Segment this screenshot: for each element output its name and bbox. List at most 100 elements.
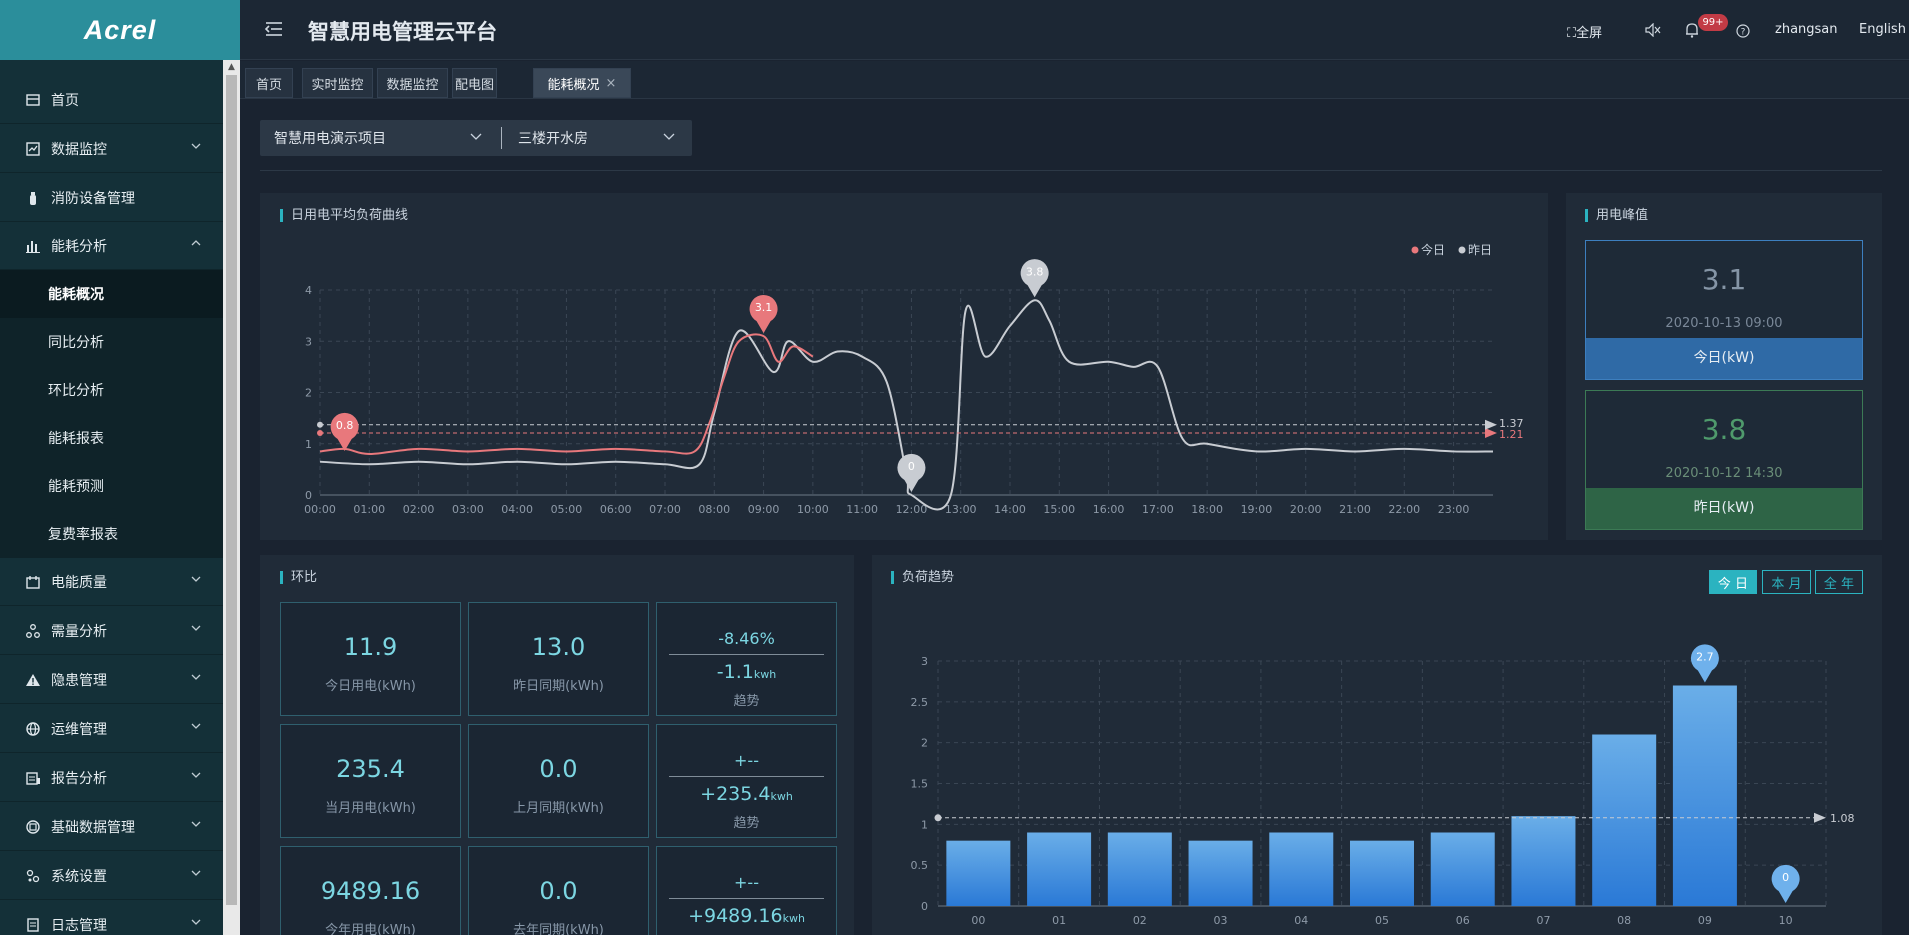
divider: [260, 170, 1882, 171]
x-tick-label: 08: [1617, 914, 1631, 927]
close-icon[interactable]: ×: [605, 75, 617, 91]
fire-extinguisher-icon: [30, 191, 36, 205]
tab-label: 数据监控: [386, 77, 439, 93]
sidebar-item-12[interactable]: 隐患管理: [0, 656, 223, 704]
x-tick-label: 03:00: [452, 503, 484, 516]
x-tick-label: 10:00: [797, 503, 829, 516]
ratio-delta-unit: kwh: [782, 912, 805, 925]
sidebar-item-4[interactable]: 能耗概况: [0, 270, 223, 318]
x-tick-label: 13:00: [945, 503, 977, 516]
sidebar-item-label: 系统设置: [51, 868, 107, 885]
ratio-current-label: 当月用电(kWh): [325, 801, 416, 816]
bell-icon[interactable]: [1685, 22, 1699, 38]
tab-0[interactable]: 首页: [245, 68, 293, 98]
legend-label: 昨日: [1468, 243, 1492, 257]
average-value-label: 1.08: [1830, 812, 1855, 825]
yesterday-peak-value: 3.8: [1701, 413, 1747, 446]
sidebar-item-label: 环比分析: [48, 383, 104, 399]
sidebar-item-11[interactable]: 需量分析: [0, 607, 223, 655]
chevron-down-icon: [191, 143, 201, 149]
fullscreen-button[interactable]: ⛶全屏: [1567, 26, 1603, 41]
warning-icon: [26, 673, 40, 686]
legend-marker: [1458, 246, 1466, 254]
x-tick-label: 11:00: [846, 503, 878, 516]
range-year-button[interactable]: 全 年: [1815, 570, 1863, 594]
sidebar-item-label: 报告分析: [51, 770, 107, 787]
ratio-trend-label: 趋势: [733, 816, 760, 831]
tab-4[interactable]: 能耗概况 ×: [533, 68, 631, 98]
x-tick-label: 07: [1536, 914, 1550, 927]
scroll-up-arrow-icon[interactable]: ▲: [228, 62, 235, 72]
ratio-current-value: 235.4: [336, 755, 405, 783]
sidebar-item-16[interactable]: 系统设置: [0, 852, 223, 900]
sidebar-item-2[interactable]: 消防设备管理: [0, 174, 223, 222]
room-select[interactable]: 三楼开水房: [518, 131, 588, 147]
sidebar-item-0[interactable]: 首页: [0, 76, 223, 124]
sidebar-scrollbar-thumb[interactable]: [226, 75, 237, 905]
ratio-delta: +9489.16kwh: [657, 905, 836, 927]
ratio-previous-value: 0.0: [539, 877, 578, 905]
load-trend-chart: 0 0.5 1 1.5 2 2.5 3 00 01 02 03 04 05 06 07 08 09 10 1.08 2…: [911, 644, 1855, 927]
x-tick-label: 01:00: [353, 503, 385, 516]
chevron-down-icon[interactable]: [470, 133, 482, 141]
sidebar-item-13[interactable]: 运维管理: [0, 705, 223, 753]
ratio-divider: [669, 898, 824, 899]
x-tick-label: 00: [971, 914, 985, 927]
ratio-current-label: 今年用电(kWh): [325, 923, 416, 935]
ratio-previous-label: 昨日同期(kWh): [513, 679, 604, 694]
user-name[interactable]: zhangsan: [1775, 22, 1838, 37]
sidebar-item-10[interactable]: 电能质量: [0, 558, 223, 606]
sidebar-item-3[interactable]: 能耗分析: [0, 222, 223, 270]
ratio-delta-value: -1.1: [716, 661, 754, 683]
ratio-current-card: 9489.16 今年用电(kWh): [280, 846, 461, 935]
ratio-divider: [669, 776, 824, 777]
mute-icon[interactable]: [1645, 23, 1661, 37]
sidebar-item-8[interactable]: 能耗预测: [0, 462, 223, 510]
load-curve-chart: 0 1 2 3 4 00:00 01:00 02:00 03:00 04:00 05:00 06:00…: [304, 242, 1524, 516]
ratio-delta-value: +9489.16: [688, 905, 783, 927]
sidebar-item-9[interactable]: 复费率报表: [0, 510, 223, 558]
bar-02: [1107, 832, 1172, 906]
x-tick-label: 08:00: [698, 503, 730, 516]
sidebar-item-14[interactable]: 报告分析: [0, 754, 223, 802]
sidebar-item-label: 运维管理: [51, 721, 107, 738]
sidebar-item-7[interactable]: 能耗报表: [0, 414, 223, 462]
y-tick-label: 4: [305, 284, 312, 297]
ratio-percent: +--: [734, 873, 759, 892]
sidebar-item-6[interactable]: 环比分析: [0, 366, 223, 414]
x-tick-label: 02: [1133, 914, 1147, 927]
sidebar-item-5[interactable]: 同比分析: [0, 318, 223, 366]
x-tick-label: 18:00: [1191, 503, 1223, 516]
chevron-down-icon[interactable]: [663, 133, 675, 141]
sidebar-item-label: 能耗报表: [48, 431, 104, 447]
y-tick-label: 3: [921, 655, 928, 668]
settings-icon: [26, 869, 40, 882]
tab-1[interactable]: 实时监控: [302, 68, 373, 98]
sidebar-item-1[interactable]: 数据监控: [0, 125, 223, 173]
average-value-label: 1.21: [1499, 428, 1524, 441]
max-marker: 2.7: [1690, 644, 1719, 683]
x-tick-label: 01: [1052, 914, 1066, 927]
language-switch[interactable]: English: [1859, 22, 1906, 37]
legend-label: 今日: [1421, 242, 1445, 257]
tab-3[interactable]: 配电图: [452, 68, 497, 98]
help-icon[interactable]: ?: [1736, 24, 1750, 38]
tab-label: 配电图: [454, 77, 494, 93]
ratio-trend-card: -8.46% -1.1kwh 趋势: [656, 602, 837, 716]
sidebar-item-17[interactable]: 日志管理: [0, 901, 223, 935]
ratio-previous-card: 0.0 上月同期(kWh): [468, 724, 649, 838]
sidebar-item-label: 能耗概况: [48, 287, 104, 303]
tab-bar: [240, 61, 1909, 99]
tab-2[interactable]: 数据监控: [377, 68, 448, 98]
ratio-divider: [669, 654, 824, 655]
menu-toggle-icon[interactable]: [264, 20, 284, 38]
ratio-trend-card: +-- +235.4kwh 趋势: [656, 724, 837, 838]
yesterday-peak-card: 3.8 2020-10-12 14:30 昨日(kW): [1585, 390, 1863, 530]
bar-09: [1672, 685, 1737, 906]
sidebar-item-15[interactable]: 基础数据管理: [0, 803, 223, 851]
range-month-button[interactable]: 本 月: [1762, 570, 1811, 594]
x-tick-label: 22:00: [1388, 503, 1420, 516]
project-select[interactable]: 智慧用电演示项目: [274, 131, 386, 147]
ratio-previous-card: 13.0 昨日同期(kWh): [468, 602, 649, 716]
range-today-button[interactable]: 今 日: [1709, 570, 1757, 594]
